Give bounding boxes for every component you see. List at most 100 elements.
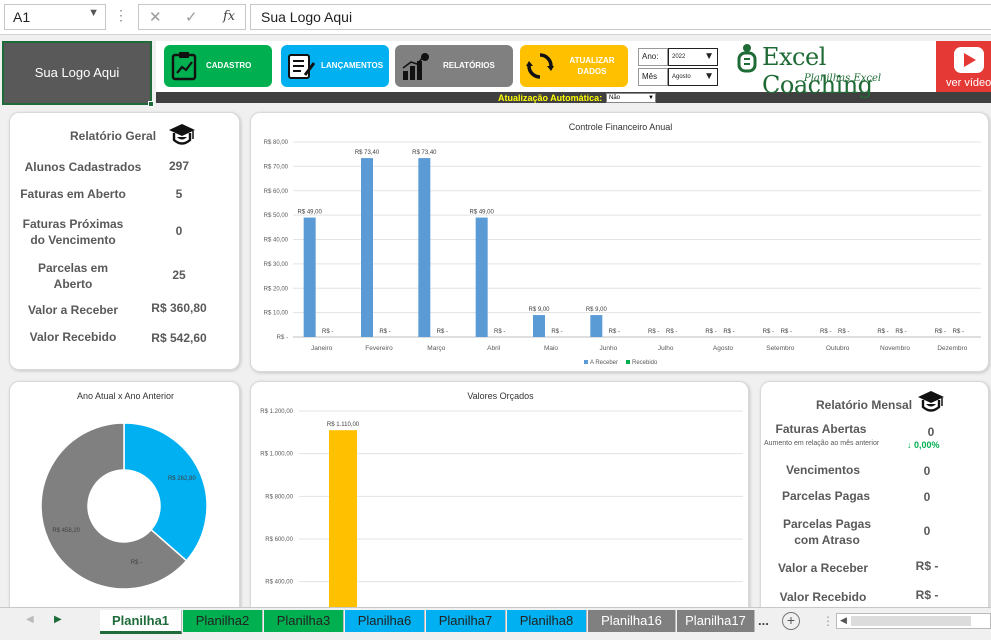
x-tick-label: Junho (599, 345, 617, 352)
chart-anual-title: Controle Financeiro Anual (568, 122, 673, 132)
chevron-down-icon[interactable]: ▼ (88, 7, 99, 19)
scroll-thumb[interactable] (851, 616, 971, 626)
cancel-icon[interactable]: ✕ (149, 9, 162, 26)
legend-swatch (584, 360, 588, 364)
y-tick-label: R$ 30,00 (264, 262, 289, 268)
y-tick-label: R$ 600,00 (265, 537, 293, 543)
bar (361, 158, 373, 337)
formula-buttons: ✕ ✓ fx (138, 4, 246, 30)
y-tick-label: R$ 1.200,00 (260, 409, 293, 415)
parcelas-pagas-value: 0 (923, 490, 931, 504)
chevron-down-icon: ▼ (704, 71, 714, 82)
chart-donut: R$ 262,80 R$ 458,20 R$ - (40, 422, 208, 590)
tab-planilha1[interactable]: Planilha1 (100, 610, 182, 634)
auto-update-value: Não (609, 95, 621, 101)
donut-slice (40, 422, 188, 590)
y-tick-label: R$ 400,00 (265, 580, 293, 586)
tab-planilha16[interactable]: Planilha16 (588, 610, 676, 632)
video-label: ver vídeo (946, 77, 991, 89)
valor-a-receber-value: R$ 360,80 (151, 301, 207, 315)
figure-logo-icon (737, 44, 757, 73)
y-tick-label: R$ - (277, 335, 288, 341)
video-button[interactable]: ver vídeo (936, 41, 991, 92)
controle-financeiro-card: Controle Financeiro Anual R$ - R$ 10,00 R$… (250, 112, 989, 372)
x-tick-label: Maio (544, 345, 558, 352)
enter-icon[interactable]: ✓ (185, 9, 198, 26)
formula-input[interactable]: Sua Logo Aqui (250, 4, 991, 30)
relatorio-geral-title: Relatório Geral (70, 129, 157, 143)
data-label: R$ - (322, 329, 333, 335)
scroll-left-icon[interactable]: ◀ (840, 615, 847, 625)
tab-planilha3[interactable]: Planilha3 (264, 610, 344, 632)
x-tick-label: Março (427, 345, 445, 352)
bar (590, 315, 603, 337)
auto-update-select[interactable]: Não ▼ (606, 93, 656, 103)
parcelas-em-aberto-label: Parcelas em Aberto (37, 261, 109, 291)
aumento-note: Aumento em relação ao mês anterior (764, 440, 880, 447)
add-sheet-icon[interactable]: + (782, 612, 800, 630)
y-tick-label: R$ 50,00 (264, 213, 289, 219)
data-label: R$ - (437, 329, 448, 335)
fill-handle[interactable] (148, 101, 154, 107)
insert-function-icon[interactable]: fx (223, 9, 236, 24)
formula-bar: A1 ▼ ⋮ ✕ ✓ fx Sua Logo Aqui (0, 0, 991, 35)
legend-swatch (626, 360, 630, 364)
atualizar-label: ATUALIZAR DADOS (569, 56, 615, 76)
faturas-em-aberto-value: 5 (175, 187, 183, 201)
lancamentos-button[interactable]: LANÇAMENTOS (281, 45, 389, 87)
tab-planilha2[interactable]: Planilha2 (183, 610, 263, 632)
sheet-tab-bar: ◀ ▶ Planilha1 Planilha2 Planilha3 Planil… (0, 607, 991, 640)
legend-label: A Receber (590, 360, 618, 366)
relatorios-button[interactable]: RELATÓRIOS (395, 45, 513, 87)
alunos-cadastrados-value: 297 (168, 159, 190, 173)
tab-planilha7[interactable]: Planilha7 (426, 610, 506, 632)
brand-subtitle: Planilhas Excel (804, 73, 882, 84)
sheet-area: Sua Logo Aqui Atualização Automática: Nã… (0, 35, 991, 607)
x-tick-label: Novembro (880, 345, 910, 352)
x-tick-label: Outubro (826, 345, 850, 352)
atualizar-dados-button[interactable]: ATUALIZAR DADOS (520, 45, 628, 87)
lancamentos-label: LANÇAMENTOS (321, 61, 384, 70)
legend-label: Recebido (632, 360, 658, 366)
valor-recebido-value: R$ 542,60 (151, 331, 207, 345)
y-tick-label: R$ 800,00 (265, 494, 293, 500)
graduation-cap-icon (918, 391, 944, 412)
tab-planilha6[interactable]: Planilha6 (345, 610, 425, 632)
tab-planilha8[interactable]: Planilha8 (507, 610, 587, 632)
parcelas-pagas-label: Parcelas Pagas (781, 489, 871, 503)
checklist-pen-icon (288, 54, 315, 79)
cadastro-button[interactable]: CADASTRO (164, 45, 272, 87)
parcelas-atraso-value: 0 (923, 524, 931, 538)
name-box[interactable]: A1 ▼ (4, 4, 106, 30)
bar-chart-money-icon (402, 53, 429, 80)
bar (418, 158, 431, 337)
split-handle-icon[interactable]: ⋮ (822, 614, 834, 628)
ano-atual-card: Ano Atual x Ano Anterior R$ 262,80 R$ 458… (9, 381, 240, 607)
data-label: R$ - (763, 329, 774, 335)
tab-scroll-right-icon[interactable]: ▶ (54, 614, 62, 625)
mes-select[interactable]: Agosto ▼ (668, 68, 718, 86)
more-vertical-icon: ⋮ (114, 7, 128, 23)
data-label: R$ - (723, 329, 734, 335)
data-label: R$ 9,00 (528, 307, 550, 313)
data-label: R$ 49,00 (297, 210, 322, 216)
valor-a-receber-label: Valor a Receber (27, 303, 119, 317)
refresh-icon (526, 53, 554, 79)
name-box-value: A1 (13, 9, 31, 25)
parcelas-atraso-label: Parcelas Pagas com Atraso (782, 517, 872, 547)
play-triangle-icon (964, 53, 976, 67)
tab-scroll-left-icon[interactable]: ◀ (26, 614, 34, 625)
faturas-abertas-label: Faturas Abertas (775, 422, 867, 436)
data-label: R$ - (838, 329, 849, 335)
graduation-cap-icon (169, 124, 195, 145)
valor-recebido-label: Valor Recebido (29, 330, 117, 344)
data-label: R$ - (648, 329, 659, 335)
data-label: R$ - (953, 329, 964, 335)
relatorio-mensal-title: Relatório Mensal (816, 398, 913, 412)
logo-cell[interactable]: Sua Logo Aqui (2, 41, 154, 107)
horizontal-scrollbar[interactable]: ◀ (836, 613, 991, 629)
chart-donut-title: Ano Atual x Ano Anterior (76, 391, 175, 401)
more-tabs-button[interactable]: ... (758, 613, 769, 628)
ano-select[interactable]: 2022 ▼ (668, 48, 718, 66)
tab-planilha17[interactable]: Planilha17 (677, 610, 755, 632)
